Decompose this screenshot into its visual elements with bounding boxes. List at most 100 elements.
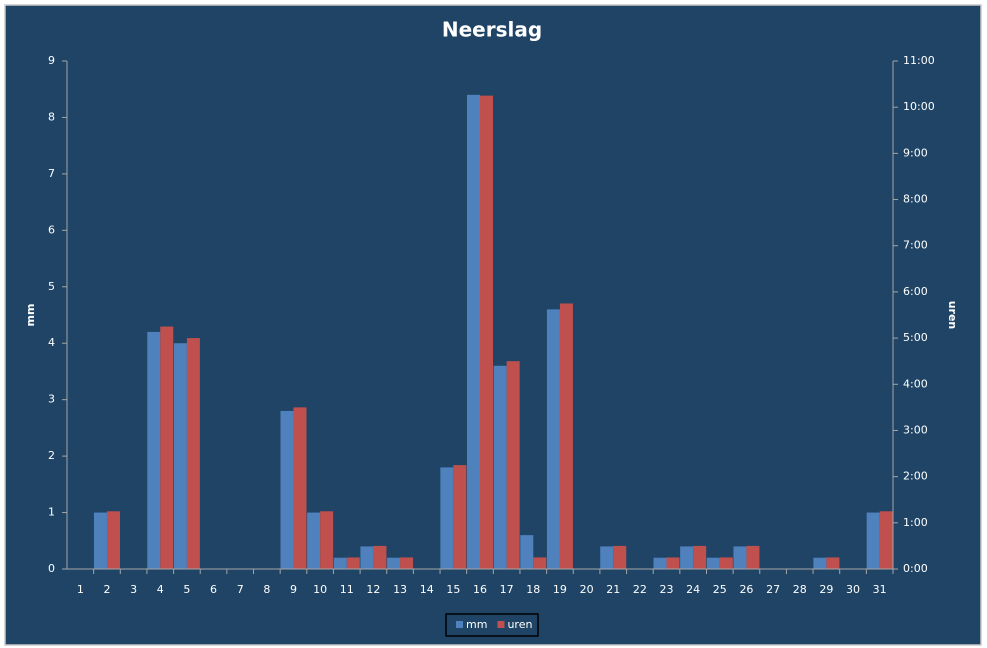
bar (600, 546, 614, 569)
bar (440, 467, 454, 569)
y2-tick-label: 11:00 (903, 54, 935, 67)
y-axis-label: mm (24, 304, 37, 327)
x-tick-label: 16 (473, 583, 487, 596)
bar (293, 407, 307, 569)
y-tick-label: 5 (48, 280, 55, 293)
x-tick-label: 14 (420, 583, 434, 596)
y2-tick-label: 6:00 (903, 285, 928, 298)
bar (693, 545, 707, 569)
legend-label: uren (507, 618, 532, 631)
chart-title: Neerslag (442, 18, 542, 42)
bar (333, 557, 347, 569)
x-tick-label: 27 (766, 583, 780, 596)
y2-tick-label: 8:00 (903, 193, 928, 206)
x-tick-label: 11 (340, 583, 354, 596)
x-tick-label: 19 (553, 583, 567, 596)
x-tick-label: 29 (819, 583, 833, 596)
y-tick-label: 6 (48, 223, 55, 236)
y-tick-label: 9 (48, 54, 55, 67)
x-tick-label: 3 (130, 583, 137, 596)
bar (307, 512, 321, 569)
y2-tick-label: 4:00 (903, 377, 928, 390)
legend-box (445, 613, 539, 637)
bar (680, 546, 694, 569)
x-tick-label: 7 (237, 583, 244, 596)
y-tick-label: 3 (48, 393, 55, 406)
bar (453, 465, 467, 569)
bar (173, 343, 187, 569)
bar (706, 557, 720, 569)
y-tick-label: 2 (48, 449, 55, 462)
y2-tick-label: 0:00 (903, 562, 928, 575)
x-tick-label: 28 (793, 583, 807, 596)
bar (613, 545, 627, 569)
bar (186, 338, 200, 569)
bar (506, 361, 520, 569)
x-tick-label: 13 (393, 583, 407, 596)
bar (826, 557, 840, 569)
y2-tick-label: 7:00 (903, 239, 928, 252)
x-tick-label: 23 (660, 583, 674, 596)
y2-tick-label: 3:00 (903, 423, 928, 436)
bar (653, 557, 667, 569)
y-tick-label: 7 (48, 167, 55, 180)
x-tick-label: 26 (739, 583, 753, 596)
x-tick-label: 25 (713, 583, 727, 596)
bar (879, 511, 893, 569)
bar (360, 546, 374, 569)
bar (866, 512, 880, 569)
legend-swatch (456, 621, 463, 628)
x-tick-label: 5 (183, 583, 190, 596)
bar (346, 557, 360, 569)
bar (160, 326, 174, 569)
y2-axis-label: uren (946, 301, 959, 330)
bar (467, 94, 480, 569)
bar (400, 557, 414, 569)
bar (533, 557, 547, 569)
y2-tick-label: 9:00 (903, 146, 928, 159)
bar (93, 512, 107, 569)
y-tick-label: 1 (48, 506, 55, 519)
bar (480, 95, 493, 570)
y-tick-label: 0 (48, 562, 55, 575)
x-tick-label: 1 (77, 583, 84, 596)
y-tick-label: 8 (48, 110, 55, 123)
bar (106, 511, 120, 569)
bar (546, 309, 560, 569)
x-tick-label: 9 (290, 583, 297, 596)
x-tick-label: 4 (157, 583, 164, 596)
y2-tick-label: 1:00 (903, 516, 928, 529)
bar (719, 557, 733, 569)
bar (320, 511, 334, 569)
x-tick-label: 8 (263, 583, 270, 596)
y2-tick-label: 5:00 (903, 331, 928, 344)
bar (387, 557, 401, 569)
y2-tick-label: 2:00 (903, 470, 928, 483)
x-tick-label: 15 (446, 583, 460, 596)
y-tick-label: 4 (48, 336, 55, 349)
x-tick-label: 10 (313, 583, 327, 596)
x-tick-label: 18 (526, 583, 540, 596)
legend-swatch (497, 621, 505, 628)
bar (559, 303, 573, 569)
x-tick-label: 22 (633, 583, 647, 596)
bar (746, 545, 760, 569)
x-tick-label: 12 (366, 583, 380, 596)
legend-label: mm (466, 618, 487, 631)
x-tick-label: 2 (103, 583, 110, 596)
x-tick-label: 6 (210, 583, 217, 596)
x-tick-label: 21 (606, 583, 620, 596)
bar (280, 410, 294, 569)
bar (520, 535, 534, 569)
bar (147, 331, 161, 569)
x-tick-label: 24 (686, 583, 700, 596)
bar (813, 557, 827, 569)
bar (373, 545, 387, 569)
bar (493, 365, 507, 569)
x-tick-label: 17 (500, 583, 514, 596)
bar (666, 557, 680, 569)
x-tick-label: 30 (846, 583, 860, 596)
x-tick-label: 20 (580, 583, 594, 596)
y2-tick-label: 10:00 (903, 100, 935, 113)
